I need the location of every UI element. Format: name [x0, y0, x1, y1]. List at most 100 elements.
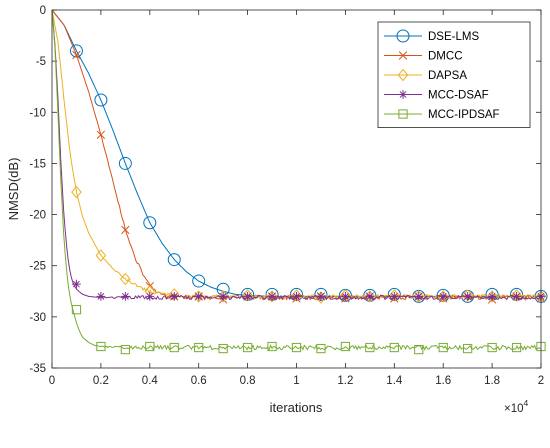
data-point	[340, 341, 351, 352]
data-point	[341, 292, 350, 301]
y-tick-label: -30	[29, 312, 46, 324]
y-tick-label: -10	[29, 107, 46, 119]
data-point	[94, 93, 108, 107]
data-point	[96, 292, 106, 301]
y-tick-label: -35	[29, 363, 46, 375]
data-point	[487, 342, 497, 353]
legend-item: MCC-IPDSAF	[384, 109, 500, 121]
data-point	[266, 290, 278, 303]
legend-label: MCC-DSAF	[428, 90, 489, 102]
data-point	[463, 343, 473, 354]
x-tick-label: 1.6	[435, 375, 451, 387]
data-point	[120, 272, 131, 286]
legend-label: MCC-IPDSAF	[428, 109, 500, 121]
data-point	[437, 290, 449, 303]
plot-frame	[51, 9, 542, 369]
data-point	[389, 292, 399, 301]
data-point	[414, 344, 424, 355]
data-point	[96, 130, 106, 139]
data-point	[120, 292, 130, 301]
data-point	[71, 185, 82, 199]
legend-item: DAPSA	[384, 68, 467, 82]
y-tick-label: 0	[40, 5, 46, 17]
series-line	[51, 9, 541, 351]
data-point	[169, 342, 179, 353]
x-exponent-base: ×10	[504, 403, 524, 415]
legend-marker	[398, 90, 408, 99]
data-point	[267, 341, 277, 352]
legend-label: DAPSA	[428, 70, 467, 82]
x-tick-label: 0.8	[240, 375, 256, 387]
x-tick-label: 0	[49, 375, 55, 387]
series-mcc-ipdsaf	[51, 9, 546, 355]
data-point	[389, 342, 399, 353]
legend-marker	[397, 68, 409, 82]
data-point	[145, 341, 155, 352]
data-point	[95, 249, 107, 262]
data-point	[194, 292, 204, 301]
data-point	[511, 342, 522, 353]
data-point	[365, 342, 375, 353]
y-tick-label: -5	[36, 56, 46, 68]
data-point	[71, 305, 82, 315]
data-point	[218, 343, 228, 354]
data-point	[316, 343, 326, 354]
data-point	[218, 292, 228, 301]
data-point	[145, 292, 155, 301]
data-point	[414, 292, 424, 301]
data-point	[143, 216, 157, 230]
data-point	[438, 292, 448, 301]
data-point	[72, 279, 81, 289]
y-tick-label: -15	[29, 158, 46, 170]
legend-label: DSE-LMS	[428, 31, 479, 43]
data-point	[194, 342, 204, 353]
data-point	[291, 342, 302, 353]
data-point	[72, 50, 81, 60]
series-layer	[51, 9, 548, 355]
data-point	[267, 292, 277, 301]
x-axis-label: iterations	[270, 400, 323, 415]
x-tick-label: 0.2	[93, 375, 109, 387]
data-point	[365, 292, 375, 301]
data-point	[96, 341, 106, 352]
data-point	[438, 342, 448, 353]
data-point	[413, 290, 425, 303]
data-point	[243, 292, 252, 301]
x-tick-label: 1.4	[386, 375, 403, 387]
data-point	[463, 292, 473, 301]
series-mcc-dsaf	[51, 9, 546, 301]
data-point	[192, 274, 206, 288]
legend: DSE-LMS DMCC DAPSA MCC-DSAF MCC-IPDSAF	[377, 21, 531, 128]
x-tick-label: 1.8	[484, 375, 500, 387]
x-tick-label: 0.6	[191, 375, 207, 387]
data-point	[69, 44, 83, 58]
data-point	[315, 291, 327, 304]
data-point	[486, 290, 498, 303]
data-point	[169, 292, 179, 301]
x-tick-label: 2	[538, 375, 544, 387]
data-point	[120, 344, 130, 355]
data-point	[487, 292, 497, 301]
legend-marker	[396, 29, 410, 43]
x-tick-label: 1	[293, 375, 299, 387]
x-exponent-power: 4	[524, 398, 529, 408]
x-tick-label: 1.2	[337, 375, 353, 387]
data-point	[193, 290, 205, 303]
legend-item: DSE-LMS	[384, 29, 479, 43]
data-point	[167, 253, 181, 267]
legend-marker	[398, 109, 408, 119]
x-exponent-label: ×104	[504, 398, 529, 415]
data-point	[512, 292, 521, 301]
data-point	[121, 225, 130, 235]
y-axis-label: NMSD(dB)	[6, 158, 21, 221]
legend-item: MCC-DSAF	[384, 90, 489, 102]
data-point	[118, 156, 132, 170]
legend-label: DMCC	[428, 51, 463, 63]
data-point	[242, 342, 253, 353]
axis-ticks: 0 0.2 0.4 0.6 0.8 1 1.2 1.4 1.6 1.8 2 0 -5 -10 -15 -20 -…	[29, 5, 544, 387]
y-tick-label: -20	[29, 210, 46, 222]
data-point	[217, 290, 229, 303]
data-point	[292, 292, 301, 301]
legend-marker	[398, 51, 408, 60]
